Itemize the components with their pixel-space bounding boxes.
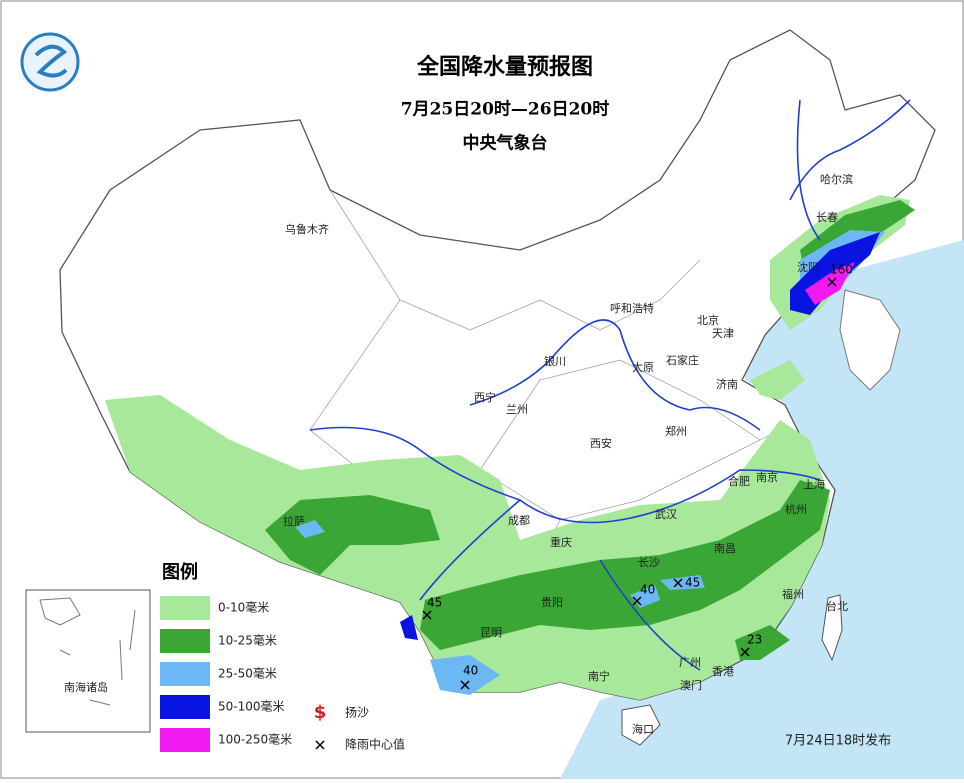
city-label: 杭州 — [785, 502, 807, 516]
rain-center: 160 — [827, 263, 853, 287]
rivers — [309, 99, 911, 671]
city-label: 济南 — [716, 377, 738, 391]
subtitle: 7月25日20时—26日20时 — [401, 100, 609, 120]
city-label: 海口 — [632, 722, 654, 736]
city-label: 北京 — [697, 313, 719, 327]
city-label: 石家庄 — [666, 353, 699, 367]
legend-label: 10-25毫米 — [218, 633, 277, 648]
sand-symbol: $ — [314, 702, 327, 723]
inset-label: 南海诸岛 — [64, 680, 108, 694]
rain-center-value: 40 — [463, 664, 478, 678]
province-borders — [309, 189, 781, 641]
rain-center-value: 160 — [830, 263, 853, 277]
city-label: 呼和浩特 — [610, 301, 654, 315]
cross — [740, 647, 750, 657]
city-label: 郑州 — [665, 424, 687, 438]
rain-area — [660, 575, 705, 590]
rain-center: 45 — [673, 576, 700, 590]
rain-area — [295, 520, 325, 538]
rain-area — [265, 495, 440, 575]
rain-center-value: 40 — [640, 583, 655, 597]
rain-area — [420, 480, 830, 650]
legend-swatch — [160, 662, 210, 686]
cross — [673, 578, 683, 588]
city-labels: 乌鲁木齐 哈尔滨长春沈阳 呼和浩特北京天津石家庄 银川太原济南西宁 兰州郑州西安合… — [283, 172, 853, 736]
rain-center-value: 45 — [427, 596, 442, 610]
city-label: 福州 — [782, 587, 804, 601]
city-label: 西宁 — [474, 390, 496, 404]
hainan — [621, 704, 661, 746]
city-label: 太原 — [632, 361, 654, 374]
city-label: 长春 — [816, 211, 838, 224]
city-label: 澳门 — [680, 678, 702, 692]
legend-label: 0-10毫米 — [218, 600, 269, 615]
city-label: 合肥 — [728, 474, 750, 488]
city-label: 长沙 — [638, 556, 660, 569]
footer: 7月24日18时发布 — [785, 733, 891, 749]
legend-label: 扬沙 — [345, 705, 369, 720]
legend-title: 图例 — [162, 561, 198, 583]
rain-center: 40 — [460, 664, 478, 690]
rain-center: 45 — [422, 596, 442, 620]
city-label: 台北 — [826, 599, 848, 613]
issuer: 中央气象台 — [463, 133, 548, 154]
cross — [632, 596, 642, 606]
city-label: 南昌 — [714, 542, 736, 555]
city-label: 贵阳 — [541, 596, 563, 609]
city-label: 乌鲁木齐 — [285, 222, 329, 236]
legend-swatch — [160, 629, 210, 653]
rain-center: 23 — [740, 633, 762, 657]
city-label: 南宁 — [588, 669, 610, 683]
rain-center: 40 — [632, 583, 655, 606]
legend-label: 降雨中心值 — [345, 737, 405, 752]
cross — [422, 610, 432, 620]
title: 全国降水量预报图 — [416, 54, 593, 80]
city-label: 沈阳 — [797, 260, 819, 274]
city-label: 香港 — [712, 665, 734, 678]
taiwan — [821, 594, 843, 662]
rain-area — [750, 360, 805, 400]
legend-label: 100-250毫米 — [218, 732, 292, 747]
cross — [827, 277, 837, 287]
legend-swatch — [160, 596, 210, 620]
legend-swatch — [160, 728, 210, 752]
city-label: 哈尔滨 — [820, 172, 853, 186]
cross — [315, 740, 325, 750]
legend-swatch — [160, 695, 210, 719]
city-label: 拉萨 — [283, 514, 305, 528]
city-label: 南京 — [756, 470, 778, 484]
rain-centers: 160 45 40 45 40 23 — [422, 263, 853, 690]
logo — [20, 32, 80, 92]
inset: 南海诸岛 — [25, 589, 151, 733]
korea — [839, 289, 901, 391]
city-label: 武汉 — [655, 508, 677, 521]
rain-area — [400, 615, 418, 640]
legend-label: 25-50毫米 — [218, 666, 277, 681]
city-label: 银川 — [544, 354, 566, 368]
rain-area — [430, 655, 500, 695]
legend-label: 50-100毫米 — [218, 699, 285, 714]
rain-area — [735, 625, 790, 660]
city-label: 西安 — [590, 436, 612, 450]
city-label: 成都 — [508, 514, 530, 527]
city-label: 兰州 — [506, 403, 528, 416]
city-label: 昆明 — [480, 626, 502, 639]
rain-center-value: 23 — [747, 633, 762, 647]
city-label: 重庆 — [550, 535, 572, 549]
city-label: 天津 — [712, 327, 734, 340]
city-label: 广州 — [679, 656, 701, 669]
cross — [460, 680, 470, 690]
city-label: 上海 — [803, 477, 825, 491]
legend: 图例 0-10毫米 10-25毫米 25-50毫米 50-100毫米 100-250毫米… — [160, 561, 405, 752]
rain-center-value: 45 — [685, 576, 700, 590]
